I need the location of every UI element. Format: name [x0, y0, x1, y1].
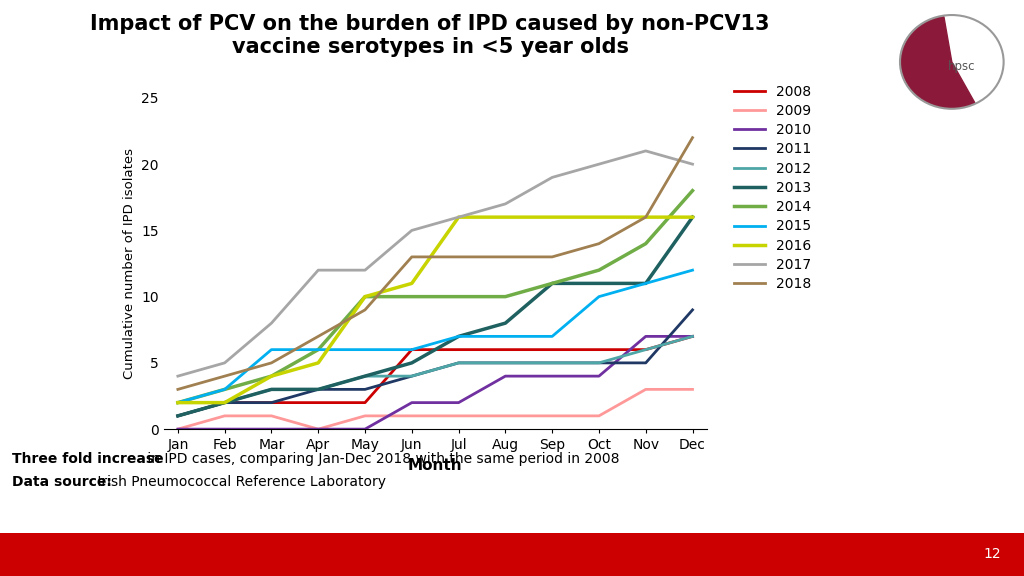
- Y-axis label: Cumulative number of IPD isolates: Cumulative number of IPD isolates: [123, 148, 136, 379]
- Text: hpsc: hpsc: [947, 60, 975, 73]
- Polygon shape: [901, 17, 975, 108]
- Text: Impact of PCV on the burden of IPD caused by non-PCV13: Impact of PCV on the burden of IPD cause…: [90, 14, 770, 35]
- Legend: 2008, 2009, 2010, 2011, 2012, 2013, 2014, 2015, 2016, 2017, 2018: 2008, 2009, 2010, 2011, 2012, 2013, 2014…: [729, 79, 817, 297]
- X-axis label: Month: Month: [408, 458, 463, 473]
- Text: Data source:: Data source:: [12, 475, 113, 489]
- Text: Three fold increase: Three fold increase: [12, 452, 164, 466]
- Circle shape: [901, 16, 1002, 108]
- Text: vaccine serotypes in <5 year olds: vaccine serotypes in <5 year olds: [231, 37, 629, 58]
- Text: Irish Pneumococcal Reference Laboratory: Irish Pneumococcal Reference Laboratory: [93, 475, 386, 489]
- Text: in IPD cases, comparing Jan-Dec 2018 with the same period in 2008: in IPD cases, comparing Jan-Dec 2018 wit…: [143, 452, 620, 466]
- Text: 12: 12: [984, 547, 1001, 561]
